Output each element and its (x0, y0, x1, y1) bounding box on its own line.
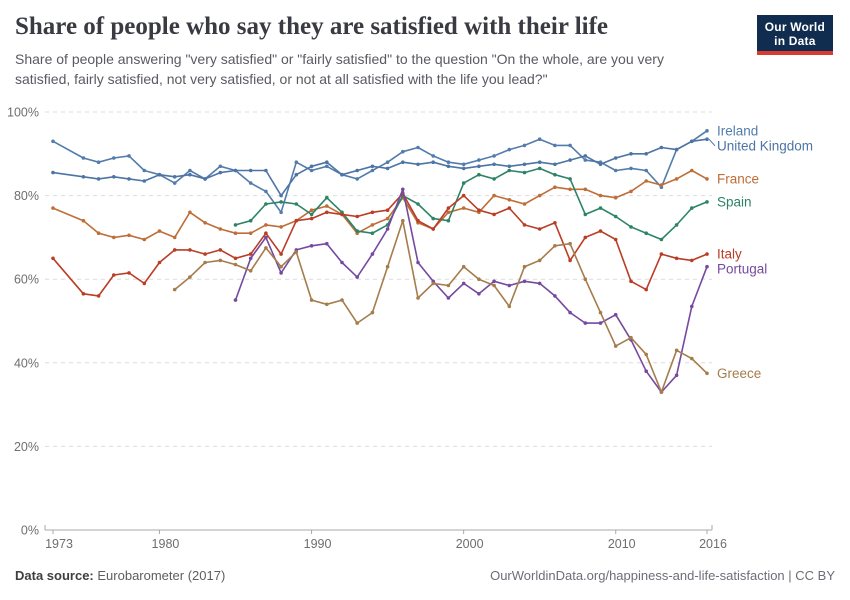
x-axis-label-1980: 1980 (152, 537, 180, 551)
series-line-portugal[interactable] (234, 188, 708, 393)
series-points-greece (172, 218, 709, 394)
series-points-italy (51, 191, 709, 298)
series-label-portugal[interactable]: Portugal (717, 262, 767, 277)
data-source: Data source: Eurobarometer (2017) (15, 568, 225, 583)
data-source-label: Data source: (15, 568, 94, 583)
series-line-greece[interactable] (174, 219, 708, 393)
series-ireland[interactable] (51, 129, 709, 215)
series-label-connector-united-kingdom (708, 138, 716, 147)
series-label-ireland[interactable]: Ireland (717, 123, 758, 138)
series-points-france (51, 168, 709, 242)
x-axis-label-2016: 2016 (699, 537, 727, 551)
chart-header: Share of people who say they are satisfi… (15, 12, 760, 89)
series-greece[interactable] (172, 218, 709, 394)
chart-subtitle: Share of people answering "very satisfie… (15, 51, 664, 87)
series-points-ireland (51, 129, 709, 215)
chart-footer: Data source: Eurobarometer (2017) OurWor… (15, 568, 835, 583)
series-label-italy[interactable]: Italy (717, 247, 742, 262)
series-spain[interactable] (233, 166, 709, 242)
page-title: Share of people who say they are satisfi… (15, 13, 609, 40)
series-line-italy[interactable] (52, 192, 708, 297)
data-source-value: Eurobarometer (2017) (97, 568, 226, 583)
owid-logo-line1: Our World (764, 20, 825, 34)
owid-citation-link[interactable]: OurWorldinData.org/happiness-and-life-sa… (490, 568, 835, 583)
series-points-spain (233, 166, 709, 242)
y-axis-label-40: 40% (14, 356, 39, 370)
series-label-spain[interactable]: Spain (717, 194, 752, 209)
y-axis-label-80: 80% (14, 189, 39, 203)
y-axis-label-60: 60% (14, 273, 39, 287)
owid-logo[interactable]: Our World in Data (756, 15, 833, 55)
y-axis-label-20: 20% (14, 440, 39, 454)
x-axis-label-2010: 2010 (608, 537, 636, 551)
series-line-spain[interactable] (235, 167, 708, 241)
x-axis-label-1973: 1973 (45, 537, 73, 551)
series-label-united-kingdom[interactable]: United Kingdom (717, 138, 813, 153)
series-italy[interactable] (51, 191, 709, 298)
series-label-greece[interactable]: Greece (717, 366, 761, 381)
series-label-france[interactable]: France (717, 171, 759, 186)
series-line-ireland[interactable] (52, 130, 708, 214)
y-axis-label-100: 100% (7, 106, 39, 120)
series-united-kingdom[interactable] (51, 137, 709, 198)
y-axis-label-0: 0% (21, 524, 39, 538)
series-points-united-kingdom (51, 137, 709, 198)
x-axis-label-2000: 2000 (456, 537, 484, 551)
x-axis-label-1990: 1990 (304, 537, 332, 551)
series-france[interactable] (51, 168, 709, 242)
owid-logo-line2: in Data (774, 34, 816, 48)
